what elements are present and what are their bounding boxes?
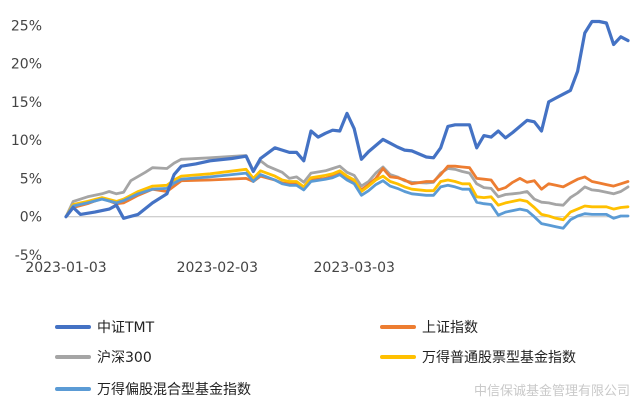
- legend-item-stock-fund: 万得普通股票型基金指数: [380, 347, 576, 367]
- legend-swatch-shanghai: [380, 325, 416, 329]
- watermark: 中信保诚基金管理有限公司: [473, 384, 630, 399]
- legend-item-hs300: 沪深300: [55, 347, 152, 367]
- legend-label-mixed-fund: 万得偏股混合型基金指数: [97, 382, 251, 398]
- y-axis-tick-labels: 25% 20% 15% 10% 5% 0% -5%: [11, 18, 42, 264]
- x-axis-tick-labels: 2023-01-03 2023-02-03 2023-03-03: [25, 260, 395, 276]
- y-tick-label: 15%: [11, 95, 42, 111]
- legend-label-stock-fund: 万得普通股票型基金指数: [422, 350, 576, 366]
- series-line-3: [64, 167, 630, 222]
- y-tick-label: 20%: [11, 57, 42, 73]
- series-line-4: [64, 171, 630, 230]
- y-tick-label: 5%: [20, 171, 42, 187]
- legend-swatch-tmt: [55, 325, 91, 329]
- series-line-0: [64, 19, 630, 220]
- x-tick-label: 2023-01-03: [25, 260, 106, 276]
- legend-item-mixed-fund: 万得偏股混合型基金指数: [55, 379, 251, 399]
- legend-swatch-stock-fund: [380, 355, 416, 359]
- legend-label-shanghai: 上证指数: [422, 320, 478, 336]
- legend-item-tmt: 中证TMT: [55, 317, 154, 337]
- series-line-1: [64, 164, 630, 219]
- y-tick-label: 25%: [11, 18, 42, 34]
- legend-label-hs300: 沪深300: [97, 350, 152, 366]
- x-tick-label: 2023-03-03: [314, 260, 395, 276]
- legend-swatch-hs300: [55, 355, 91, 359]
- series-lines: [64, 19, 630, 230]
- y-tick-label: 10%: [11, 133, 42, 149]
- legend-swatch-mixed-fund: [55, 387, 91, 391]
- series-line-2: [64, 154, 630, 219]
- x-tick-label: 2023-02-03: [177, 260, 258, 276]
- line-chart: 25% 20% 15% 10% 5% 0% -5% 2023-01-03 2023-02-03…: [11, 18, 630, 276]
- legend-label-tmt: 中证TMT: [97, 320, 155, 336]
- y-tick-label: -5%: [15, 248, 42, 264]
- y-tick-label: 0%: [20, 210, 42, 226]
- legend-item-shanghai: 上证指数: [380, 317, 478, 337]
